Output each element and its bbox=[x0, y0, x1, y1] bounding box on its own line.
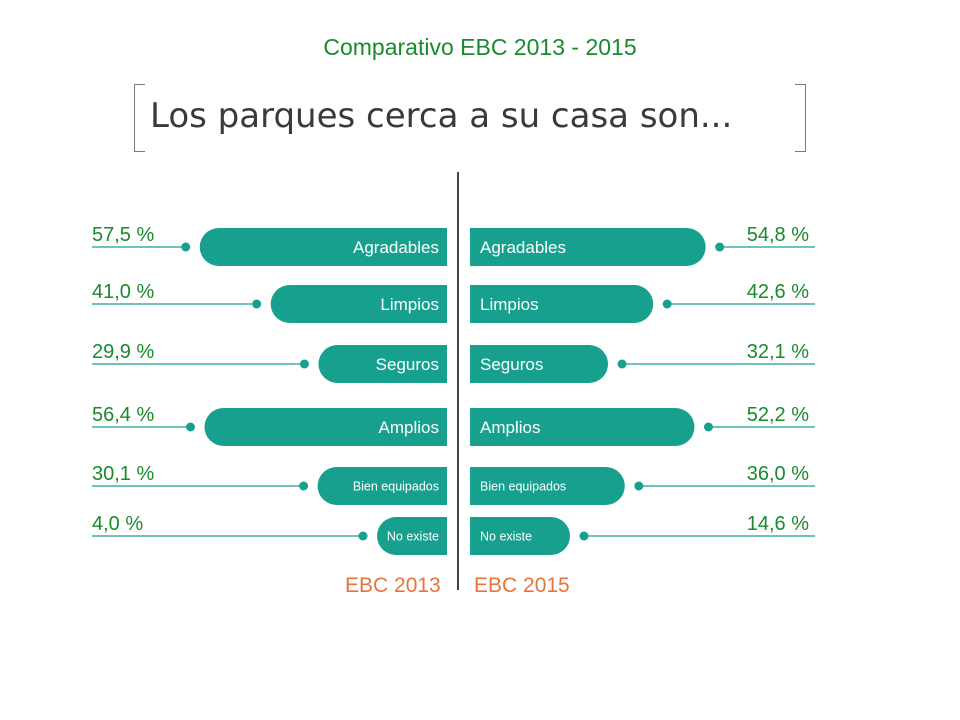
dot-2015-no-existe bbox=[579, 531, 589, 541]
bar-label-2013-bien-equipados: Bien equipados bbox=[353, 480, 439, 494]
value-2013-no-existe: 4,0 % bbox=[92, 513, 143, 535]
bar-2015-amplios bbox=[470, 408, 695, 446]
value-2015-seguros: 32,1 % bbox=[747, 341, 809, 363]
value-2015-no-existe: 14,6 % bbox=[747, 513, 809, 535]
value-2015-bien-equipados: 36,0 % bbox=[747, 463, 809, 485]
dot-2015-amplios bbox=[703, 422, 713, 432]
bar-2013-limpios bbox=[270, 285, 447, 323]
bar-2015-seguros bbox=[470, 345, 609, 383]
bar-label-2013-amplios: Amplios bbox=[379, 418, 439, 437]
dot-2013-amplios bbox=[185, 422, 195, 432]
bar-2015-bien-equipados bbox=[470, 467, 625, 505]
bar-label-2015-agradables: Agradables bbox=[480, 238, 566, 257]
value-2013-limpios: 41,0 % bbox=[92, 281, 154, 303]
dot-2013-bien-equipados bbox=[299, 481, 309, 491]
value-2015-amplios: 52,2 % bbox=[747, 404, 809, 426]
left-bracket bbox=[134, 84, 145, 152]
bar-2013-agradables bbox=[199, 228, 447, 266]
bar-2013-bien-equipados bbox=[317, 467, 447, 505]
series-label-2015: EBC 2015 bbox=[474, 574, 570, 597]
dot-2015-limpios bbox=[662, 299, 672, 309]
bar-2015-agradables bbox=[470, 228, 706, 266]
bar-label-2013-seguros: Seguros bbox=[376, 355, 439, 374]
question-text: Los parques cerca a su casa son... bbox=[150, 96, 733, 136]
bar-2013-amplios bbox=[204, 408, 447, 446]
bar-label-2015-limpios: Limpios bbox=[480, 295, 539, 314]
dot-2013-limpios bbox=[252, 299, 262, 309]
bar-2015-limpios bbox=[470, 285, 654, 323]
bar-label-2015-seguros: Seguros bbox=[480, 355, 543, 374]
dot-2015-bien-equipados bbox=[634, 481, 644, 491]
right-bracket bbox=[795, 84, 806, 152]
slide-title: Comparativo EBC 2013 - 2015 bbox=[323, 34, 637, 60]
dot-2015-agradables bbox=[715, 242, 725, 252]
dot-2015-seguros bbox=[617, 359, 627, 369]
bar-label-2015-no-existe: No existe bbox=[480, 530, 532, 544]
bar-label-2015-bien-equipados: Bien equipados bbox=[480, 480, 566, 494]
bar-2013-no-existe bbox=[377, 517, 447, 555]
value-2015-agradables: 54,8 % bbox=[747, 224, 809, 246]
bar-label-2013-agradables: Agradables bbox=[353, 238, 439, 257]
series-label-2013: EBC 2013 bbox=[345, 574, 441, 597]
bar-2013-seguros bbox=[318, 345, 447, 383]
bar-label-2013-no-existe: No existe bbox=[387, 530, 439, 544]
value-2015-limpios: 42,6 % bbox=[747, 281, 809, 303]
bar-2015-no-existe bbox=[470, 517, 570, 555]
value-2013-seguros: 29,9 % bbox=[92, 341, 154, 363]
dot-2013-seguros bbox=[299, 359, 309, 369]
dot-2013-no-existe bbox=[358, 531, 368, 541]
value-2013-agradables: 57,5 % bbox=[92, 224, 154, 246]
value-2013-amplios: 56,4 % bbox=[92, 404, 154, 426]
bar-label-2013-limpios: Limpios bbox=[380, 295, 439, 314]
dot-2013-agradables bbox=[181, 242, 191, 252]
bar-label-2015-amplios: Amplios bbox=[480, 418, 540, 437]
value-2013-bien-equipados: 30,1 % bbox=[92, 463, 154, 485]
